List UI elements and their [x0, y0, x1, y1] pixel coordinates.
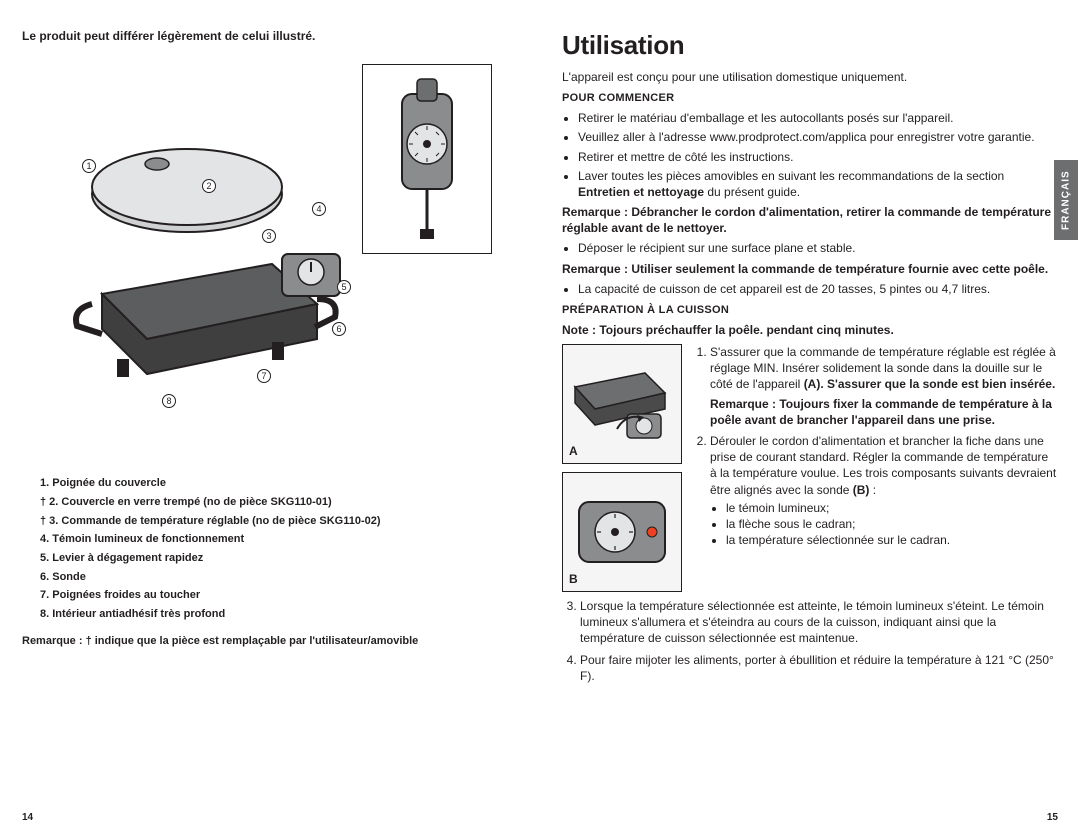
page-number-right: 15 — [1047, 811, 1058, 825]
part-item: 7. Poignées froides au toucher — [40, 586, 518, 605]
sub-item: la flèche sous le cadran; — [726, 516, 1058, 532]
sub-item: le témoin lumineux; — [726, 500, 1058, 516]
skillet-illustration — [72, 104, 392, 424]
remark-unplug: Remarque : Débrancher le cordon d'alimen… — [562, 204, 1058, 236]
page-number-left: 14 — [22, 811, 33, 825]
step-2-text: Dérouler le cordon d'alimentation et bra… — [710, 434, 1056, 497]
preheat-note: Note : Tojours préchauffer la poêle. pen… — [562, 322, 1058, 338]
start-bullets-3: La capacité de cuisson de cet appareil e… — [562, 281, 1058, 297]
figure-a: A — [562, 344, 682, 464]
part-item: 6. Sonde — [40, 568, 518, 587]
parts-list: 1. Poignée du couvercle † 2. Couvercle e… — [22, 474, 518, 624]
step-2-sublist: le témoin lumineux; la flèche sous le ca… — [710, 500, 1058, 549]
bullet-item: Retirer le matériau d'emballage et les a… — [578, 110, 1058, 126]
part-item: † 3. Commande de température réglable (n… — [40, 512, 518, 531]
part-item: † 2. Couvercle en verre trempé (no de pi… — [40, 493, 518, 512]
sub-item: la température sélectionnée sur le cadra… — [726, 532, 1058, 548]
bullet-item: Laver toutes les pièces amovibles en sui… — [578, 168, 1058, 200]
remark-control: Remarque : Utiliser seulement la command… — [562, 261, 1058, 277]
figure-b-label: B — [569, 571, 578, 587]
page-left: Le produit peut différer légèrement de c… — [0, 0, 540, 834]
prep-steps: S'assurer que la commande de température… — [692, 344, 1058, 548]
step-1-bold: (A). S'assurer que la sonde est bien ins… — [804, 377, 1056, 391]
prep-steps-continued: Lorsque la température sélectionnée est … — [562, 598, 1058, 684]
control-detail-illustration — [362, 64, 492, 254]
start-bullets-2: Déposer le récipient sur une surface pla… — [562, 240, 1058, 256]
part-item: 8. Intérieur antiadhésif très profond — [40, 605, 518, 624]
part-item: 4. Témoin lumineux de fonctionnement — [40, 530, 518, 549]
step-2: Dérouler le cordon d'alimentation et bra… — [710, 433, 1058, 548]
figure-a-label: A — [569, 443, 578, 459]
part-item: 5. Levier à dégagement rapidez — [40, 549, 518, 568]
product-note: Le produit peut différer légèrement de c… — [22, 28, 518, 44]
step-1-block: A B S'assurer que la comm — [562, 344, 1058, 592]
step-4: Pour faire mijoter les aliments, porter … — [580, 652, 1058, 684]
parts-footnote: Remarque : † indique que la pièce est re… — [22, 634, 518, 649]
bullet-item: Retirer et mettre de côté les instructio… — [578, 149, 1058, 165]
page-right: Utilisation L'appareil est conçu pour un… — [540, 0, 1080, 834]
section-title: Utilisation — [562, 28, 1058, 63]
bullet-item: Veuillez aller à l'adresse www.prodprote… — [578, 129, 1058, 145]
step-3: Lorsque la température sélectionnée est … — [580, 598, 1058, 647]
step-1: S'assurer que la commande de température… — [710, 344, 1058, 428]
subhead-start: POUR COMMENCER — [562, 91, 1058, 106]
intro-text: L'appareil est conçu pour une utilisatio… — [562, 69, 1058, 85]
exploded-diagram: 1 2 3 4 5 6 7 8 — [22, 64, 518, 444]
part-item: 1. Poignée du couvercle — [40, 474, 518, 493]
bullet-item: Déposer le récipient sur une surface pla… — [578, 240, 1058, 256]
start-bullets: Retirer le matériau d'emballage et les a… — [562, 110, 1058, 200]
figure-b: B — [562, 472, 682, 592]
bullet-item: La capacité de cuisson de cet appareil e… — [578, 281, 1058, 297]
subhead-prep: PRÉPARATION À LA CUISSON — [562, 303, 1058, 318]
language-tab: FRANÇAIS — [1054, 160, 1078, 240]
step-1-remark: Remarque : Toujours fixer la commande de… — [710, 396, 1058, 428]
